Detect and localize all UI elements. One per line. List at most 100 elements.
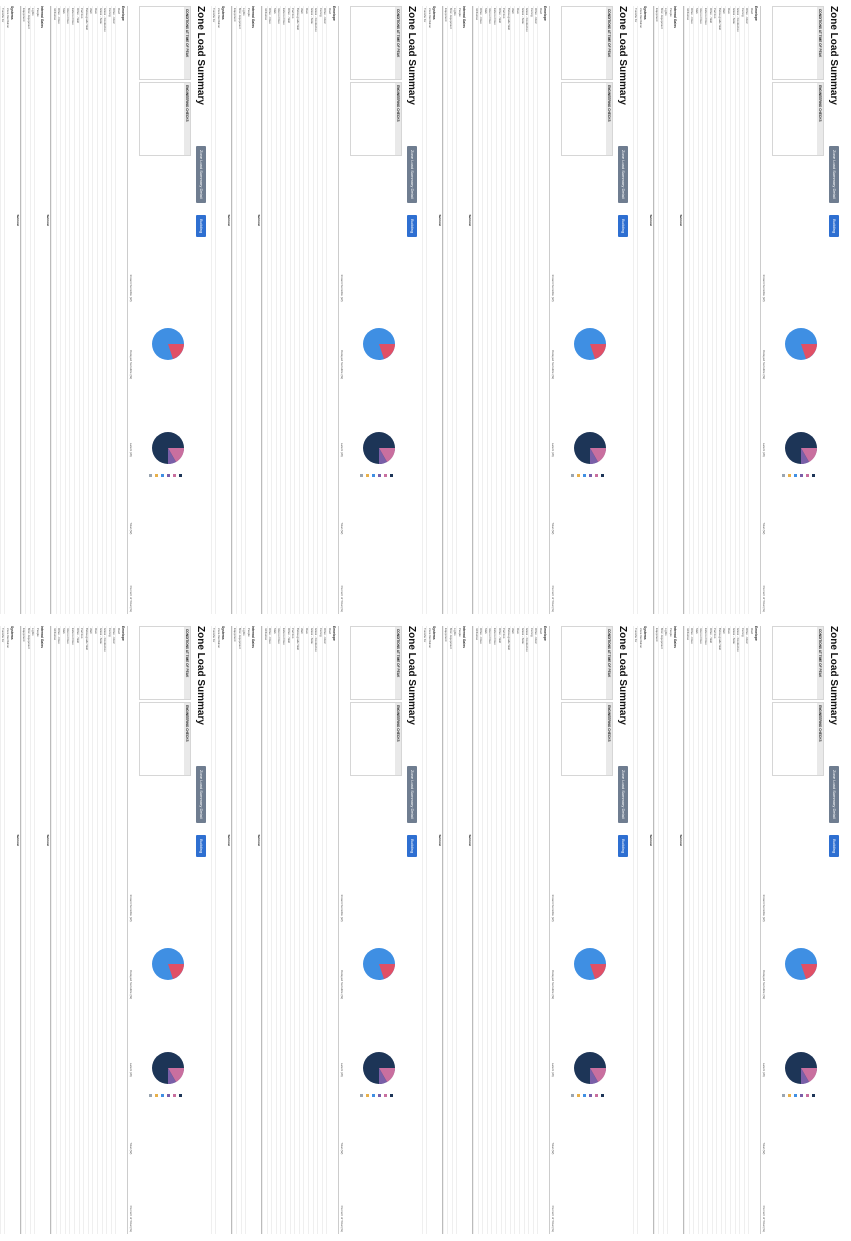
row-value xyxy=(717,228,721,305)
report-tag-detail[interactable]: Zone Load Summary Detail xyxy=(829,766,839,823)
report-tag-detail[interactable]: Zone Load Summary Detail xyxy=(829,146,839,203)
report-tag-building[interactable]: Building xyxy=(407,215,417,238)
report-tag-detail[interactable]: Zone Load Summary Detail xyxy=(618,146,628,203)
subtotal-value xyxy=(649,385,653,461)
subtotal-label: Subtotal xyxy=(15,214,20,226)
zone-load-panel-3: Zone Load Summary Zone Load Summary Deta… xyxy=(422,0,632,620)
row-value xyxy=(448,925,452,1002)
row-value xyxy=(268,1002,272,1079)
report-tag-building[interactable]: Building xyxy=(829,835,839,858)
row-value xyxy=(713,460,717,537)
row-label: Ceiling xyxy=(740,8,745,17)
row-value xyxy=(70,1002,74,1079)
pie-chart xyxy=(140,322,194,388)
row-value xyxy=(690,382,694,459)
table-body: Envelope Roof Other - Roof Ceiling Glass - C… xyxy=(633,626,758,1234)
row-value xyxy=(511,925,515,1002)
row-label: Equipment xyxy=(655,8,660,22)
row-value xyxy=(212,228,216,305)
row-value xyxy=(717,1080,721,1157)
row-value xyxy=(281,228,285,305)
subtotal-value xyxy=(46,538,50,614)
row-value xyxy=(659,537,663,614)
row-value xyxy=(107,382,111,459)
report-tag-detail[interactable]: Zone Load Summary Detail xyxy=(196,146,206,203)
table-row: Other - Floor xyxy=(477,626,483,1234)
row-value xyxy=(655,382,659,459)
row-label: People xyxy=(458,628,463,637)
table-row: Exterior Floor xyxy=(69,626,75,1234)
row-label: Other - Roof xyxy=(112,628,117,644)
row-label: Glass - Conduction xyxy=(525,8,530,32)
row-value xyxy=(745,925,749,1002)
table-row: Equipment xyxy=(653,6,660,614)
table-row: Ceiling xyxy=(528,626,534,1234)
column-header: Instant Sensible (W) xyxy=(762,274,766,302)
row-value xyxy=(515,1080,519,1157)
report-tag-detail[interactable]: Zone Load Summary Detail xyxy=(407,766,417,823)
legend-swatch xyxy=(360,1094,363,1097)
row-value xyxy=(66,1157,70,1234)
row-value xyxy=(309,305,313,382)
report-tag-building[interactable]: Building xyxy=(618,835,628,858)
row-value xyxy=(22,460,26,537)
subtotal-row: Subtotal xyxy=(468,6,474,614)
row-value xyxy=(286,305,290,382)
legend-swatch xyxy=(173,1094,176,1097)
row-value xyxy=(36,382,40,459)
row-value xyxy=(277,848,281,925)
report-tag-detail[interactable]: Zone Load Summary Detail xyxy=(618,766,628,823)
row-label: Glass - Conduction xyxy=(314,8,319,32)
donut-chart xyxy=(773,424,827,534)
row-value xyxy=(107,460,111,537)
row-value xyxy=(708,925,712,1002)
report-tag-building[interactable]: Building xyxy=(829,215,839,238)
legend-swatch xyxy=(378,474,381,477)
row-value xyxy=(268,382,272,459)
row-label: Lights xyxy=(664,8,669,16)
row-value xyxy=(286,1157,290,1234)
subtotal-label: Subtotal xyxy=(468,214,473,226)
donut-slice-2 xyxy=(801,1068,818,1082)
report-tag-detail[interactable]: Zone Load Summary Detail xyxy=(407,146,417,203)
row-value xyxy=(699,460,703,537)
subtotal-value xyxy=(257,385,261,461)
zone-load-panel-4: Zone Load Summary Zone Load Summary Deta… xyxy=(633,0,843,620)
row-label: Roof xyxy=(750,628,754,634)
legend-swatch xyxy=(372,474,375,477)
row-value xyxy=(423,1080,427,1157)
row-value xyxy=(458,228,462,305)
row-value xyxy=(93,382,97,459)
table-row: Glass - Solar xyxy=(519,626,525,1234)
row-value xyxy=(300,460,304,537)
row-value xyxy=(427,1002,431,1079)
row-value xyxy=(26,1002,30,1079)
donut-slice-2 xyxy=(801,448,818,462)
row-value xyxy=(506,1002,510,1079)
row-value xyxy=(103,925,107,1002)
row-value xyxy=(291,848,295,925)
report-tag-building[interactable]: Building xyxy=(618,215,628,238)
conditions-box: CONDITIONS AT TIME OF PEAK xyxy=(350,626,402,700)
pie-slice-latent xyxy=(168,964,184,979)
report-title: Zone Load Summary xyxy=(406,6,417,105)
row-value xyxy=(685,460,689,537)
row-value xyxy=(511,537,515,614)
report-tag-building[interactable]: Building xyxy=(407,835,417,858)
report-tag-building[interactable]: Building xyxy=(196,215,206,238)
column-header: Total (W) xyxy=(762,1142,766,1155)
row-value xyxy=(52,537,56,614)
row-value xyxy=(669,1080,673,1157)
row-value xyxy=(726,1002,730,1079)
table-row: Glass - Solar xyxy=(308,6,314,614)
row-value xyxy=(1,305,5,382)
report-tag-building[interactable]: Building xyxy=(196,835,206,858)
table-row: Exterior Floor xyxy=(491,6,497,614)
row-label: Interior Floor xyxy=(699,8,704,24)
engineering-checks-box: ENGINEERING CHECKS xyxy=(350,702,402,776)
row-value xyxy=(515,305,519,382)
row-value xyxy=(699,1157,703,1234)
row-label: Lights xyxy=(242,628,247,636)
report-tag-detail[interactable]: Zone Load Summary Detail xyxy=(196,766,206,823)
row-label: Ceiling xyxy=(107,8,112,17)
